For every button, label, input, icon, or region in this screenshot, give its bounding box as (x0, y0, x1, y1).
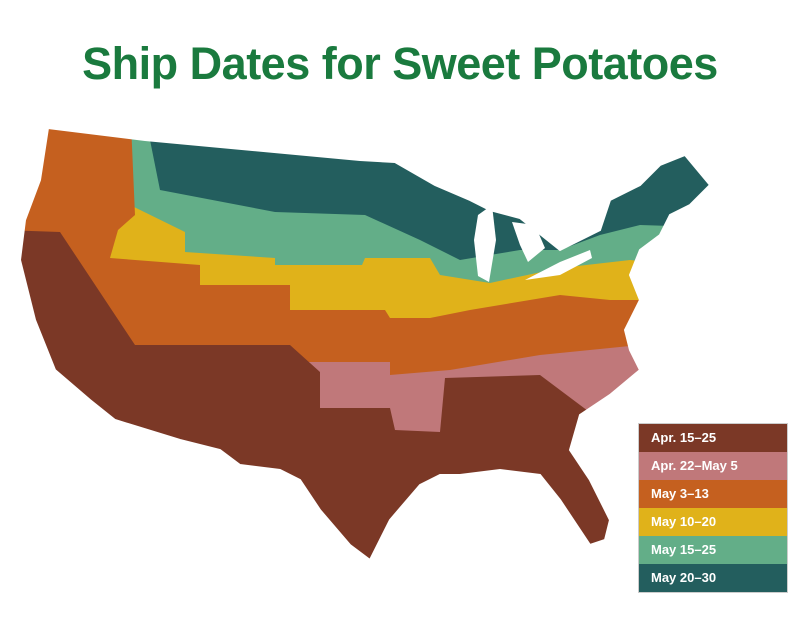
legend-item-apr-15-25: Apr. 15–25 (639, 424, 787, 452)
legend-item-may-15-25: May 15–25 (639, 536, 787, 564)
lake-michigan (474, 205, 496, 282)
lake-huron (512, 222, 545, 262)
legend-item-may-10-20: May 10–20 (639, 508, 787, 536)
legend-item-apr-22-may-5: Apr. 22–May 5 (639, 452, 787, 480)
us-outline (18, 126, 712, 562)
legend-item-may-20-30: May 20–30 (639, 564, 787, 592)
lake-erie (525, 250, 592, 280)
legend: Apr. 15–25 Apr. 22–May 5 May 3–13 May 10… (638, 423, 788, 593)
legend-item-may-3-13: May 3–13 (639, 480, 787, 508)
map-title: Ship Dates for Sweet Potatoes (82, 38, 718, 89)
